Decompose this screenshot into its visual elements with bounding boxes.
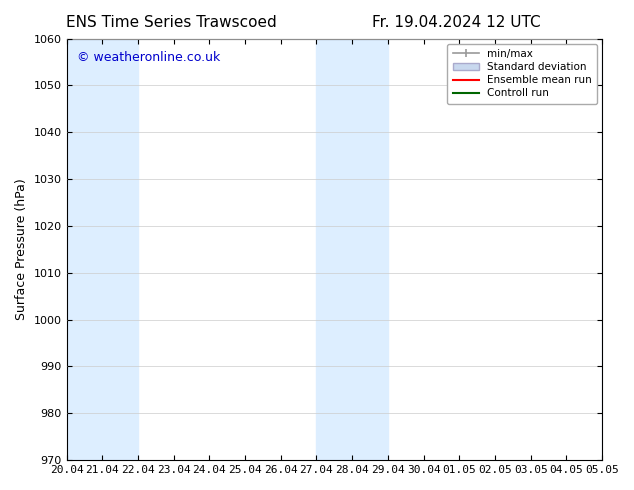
Text: © weatheronline.co.uk: © weatheronline.co.uk: [77, 51, 221, 64]
Legend: min/max, Standard deviation, Ensemble mean run, Controll run: min/max, Standard deviation, Ensemble me…: [448, 44, 597, 103]
Bar: [602, 39, 634, 460]
Bar: [102, 39, 138, 460]
Y-axis label: Surface Pressure (hPa): Surface Pressure (hPa): [15, 178, 28, 320]
Text: ENS Time Series Trawscoed: ENS Time Series Trawscoed: [66, 15, 276, 30]
Bar: [352, 39, 388, 460]
Text: Fr. 19.04.2024 12 UTC: Fr. 19.04.2024 12 UTC: [372, 15, 541, 30]
Bar: [67, 39, 102, 460]
Bar: [316, 39, 352, 460]
